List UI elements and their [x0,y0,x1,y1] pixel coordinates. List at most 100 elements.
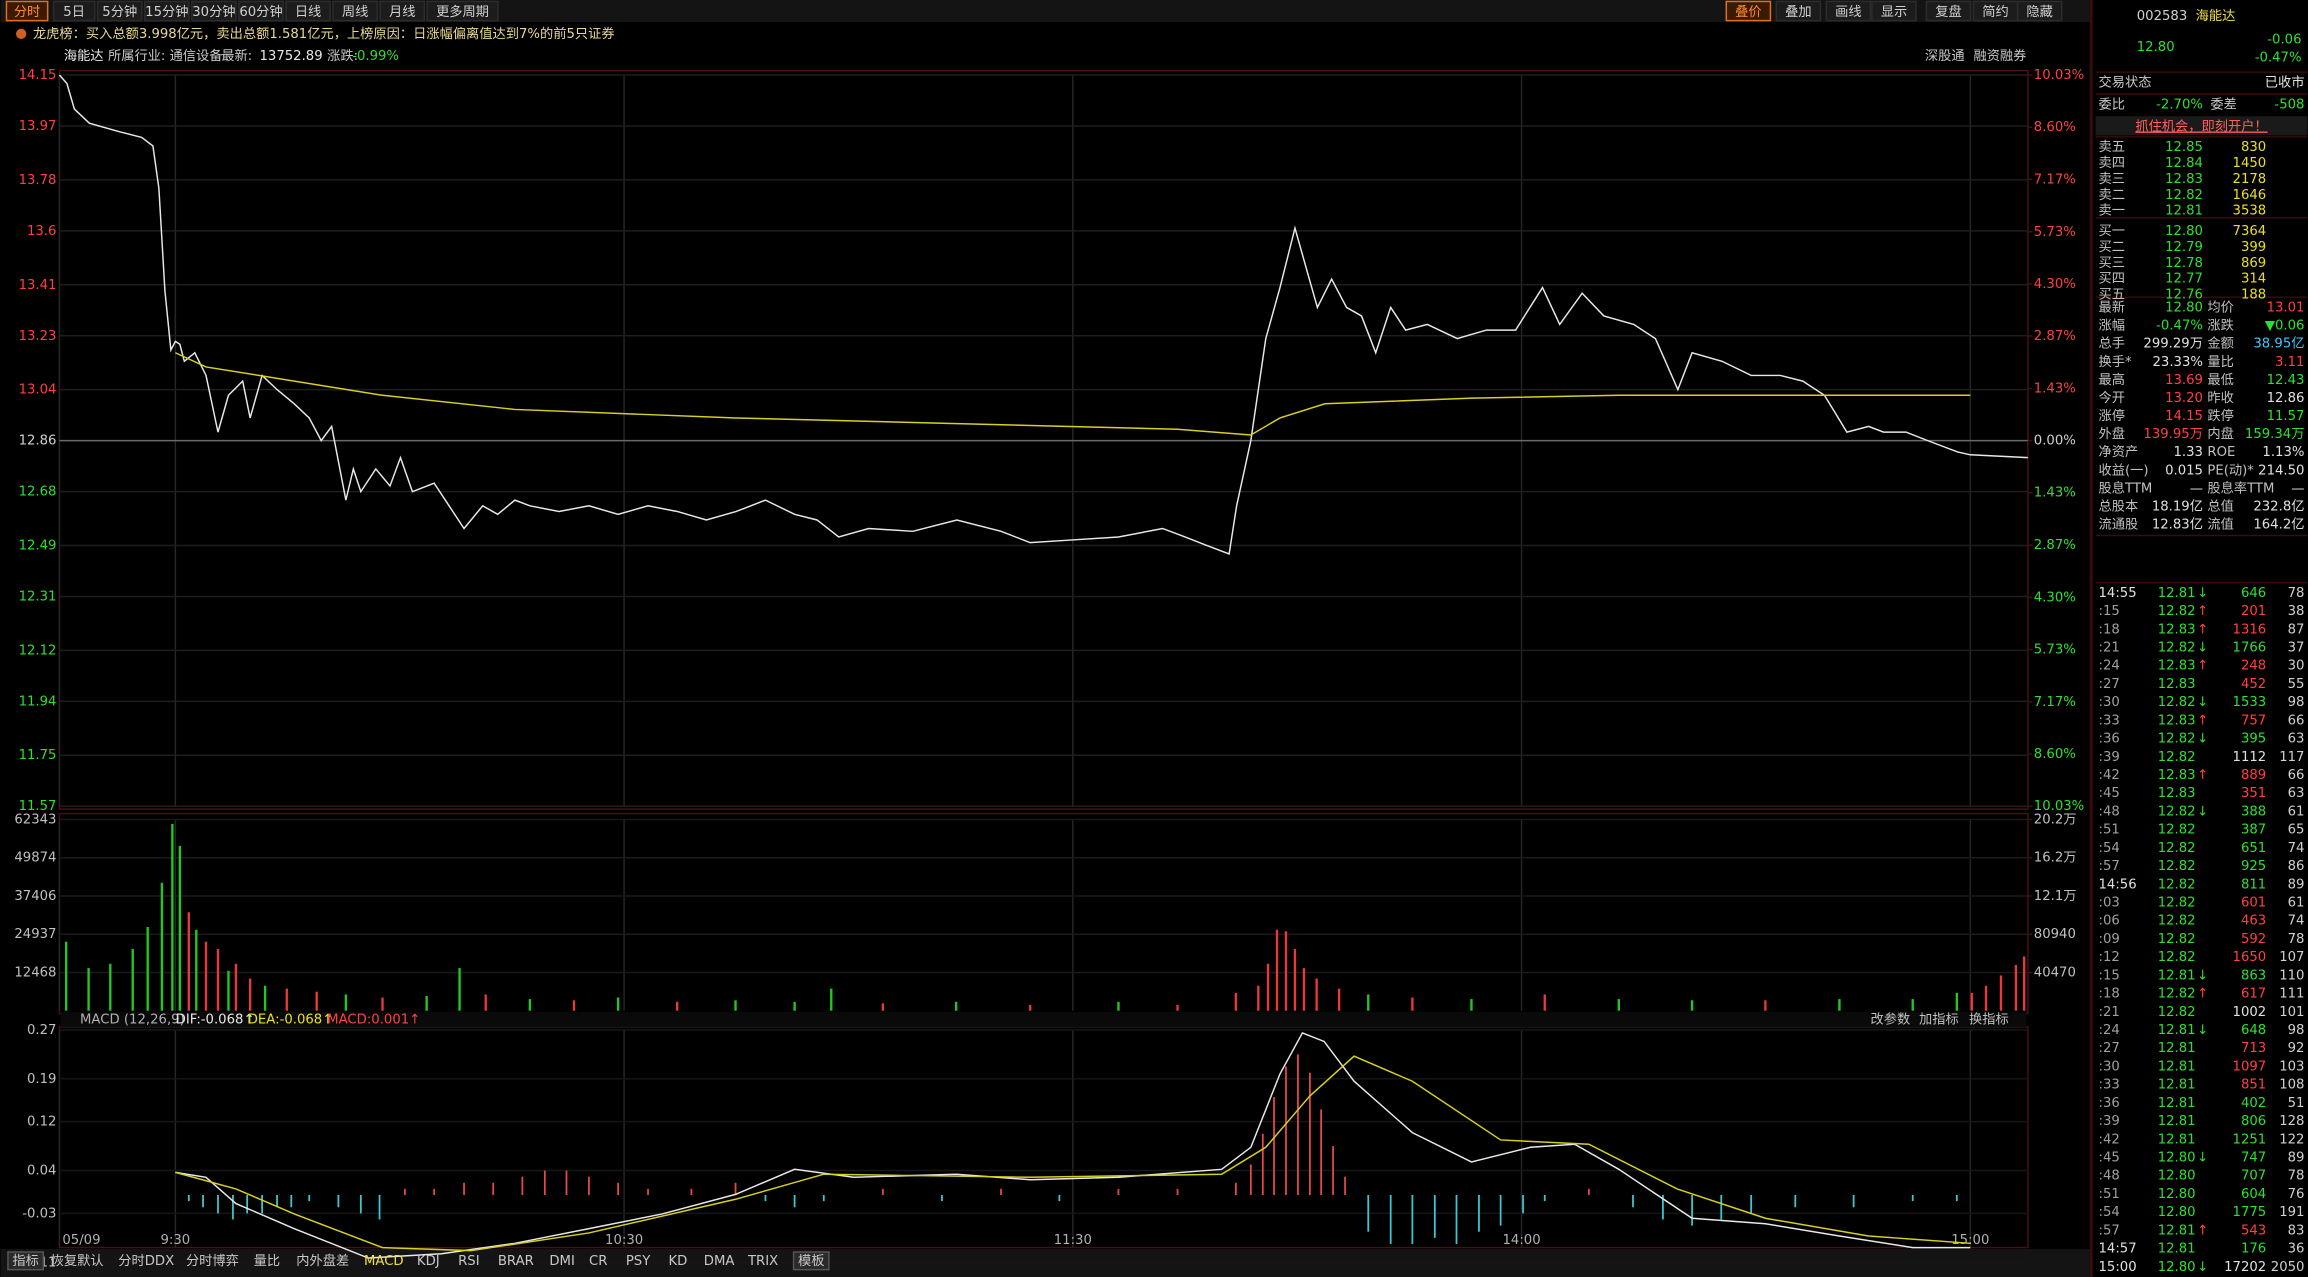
book-level: 卖二 [2099,187,2125,203]
tab[interactable] [379,0,426,22]
indicator-tab[interactable]: 恢复默认 [51,1253,104,1269]
tab[interactable] [191,0,237,22]
tool-button[interactable] [1825,0,1872,22]
tab[interactable] [332,0,378,22]
book-volume: 7364 [2233,224,2267,239]
tick-count: 78 [2288,586,2305,601]
macd-bar [1285,1066,1287,1196]
indicator-tab[interactable]: 内外盘差 [296,1252,349,1269]
macd-bar [1249,1164,1252,1196]
tool-button[interactable] [2016,0,2063,22]
volume-bar [1911,999,1914,1011]
stat-label: 最新 [2099,299,2125,315]
price-change-pct: -0.47% [2255,50,2302,65]
tick-price: 12.83 [2158,786,2196,801]
tick-volume: 806 [2241,1114,2266,1129]
indicator-tab[interactable]: RSI [458,1254,480,1269]
tick-price: 12.82 [2158,859,2196,874]
tool-button[interactable] [1775,0,1822,22]
book-price: 12.79 [2165,240,2203,255]
promo[interactable]: 抓住机会，即刻开户！ [2135,118,2267,135]
y-tick-label: 11.57 [19,799,57,814]
tab[interactable] [426,0,499,22]
macd-bar [492,1182,495,1196]
stat-label: 金额 [2207,336,2233,352]
macd-bar [404,1188,406,1196]
tab[interactable] [96,0,143,22]
tick-time: :57 [2099,1223,2120,1238]
y-tick-label: 0.27 [27,1023,56,1038]
indicator-tab[interactable]: 分时DDX [118,1253,174,1269]
tab[interactable] [52,0,96,22]
volume-bar [484,994,487,1011]
stat-label: 总股本 [2099,499,2139,515]
tick-direction: ↑ [2197,987,2208,1002]
tool-button[interactable] [1871,0,1917,22]
tool-button[interactable] [1925,0,1972,22]
indicator-tab[interactable]: 指标 [12,1253,38,1269]
indicator-tab[interactable]: CR [589,1254,607,1269]
tab[interactable] [5,0,49,22]
indicator-tab[interactable]: TRIX [747,1254,778,1269]
indicator-tab[interactable]: 量比 [254,1253,280,1269]
volume-bar [1999,975,2003,1011]
y-tick-label: 12468 [14,965,56,980]
tab-label: 分时 [14,4,40,20]
indicator-tab[interactable]: 分时博弈 [186,1253,239,1269]
tab[interactable] [285,0,331,22]
indicator-box[interactable] [7,1251,44,1271]
indicator-box[interactable] [792,1251,830,1271]
indicator-tab[interactable]: BRAR [498,1254,534,1269]
tick-time: :12 [2099,950,2120,965]
indicator-tab[interactable]: PSY [626,1254,651,1269]
tab[interactable] [144,0,190,22]
stat-value: 232.8亿 [2253,499,2304,515]
book-volume: 869 [2241,256,2266,271]
panel-divider [2089,0,2093,1277]
tick-count: 111 [2279,987,2304,1002]
macd-bar [1587,1188,1590,1196]
tab-label: 60分钟 [239,3,282,20]
tick-volume: 248 [2241,659,2266,674]
tick-price: 12.80 [2158,1187,2196,1202]
tick-count: 191 [2279,1205,2304,1220]
macd-bar [521,1176,524,1196]
tick-volume: 651 [2241,841,2266,856]
volume-bar [1029,1004,1032,1011]
volume-bar [1176,1004,1179,1011]
tick-direction: ↓ [2197,1260,2208,1275]
tick-direction: ↓ [2197,732,2208,747]
promo-bg[interactable] [2095,116,2308,136]
macd-bar [1367,1195,1370,1232]
stat-value: — [2190,481,2203,496]
latest-label: 最新: [221,48,252,64]
indicator-tab[interactable]: KDJ [417,1254,440,1269]
line [175,352,1971,436]
y-tick-label: 11.94 [19,694,57,709]
y2-tick-label: 2.87% [2034,329,2076,344]
y-tick-label: 0.12 [27,1115,56,1130]
tool-button[interactable] [1725,0,1772,22]
stat-label: 股息率TTM [2207,479,2274,496]
x-tick-label: 9:30 [160,1233,190,1248]
macd-bar [1320,1109,1323,1195]
tick-count: 78 [2288,932,2305,947]
indicator-tab[interactable]: KD [669,1254,688,1269]
tick-count: 66 [2288,713,2305,728]
volume-bar [1367,994,1370,1011]
tick-time: 14:55 [2099,586,2137,601]
change-label: 涨跌: [327,48,358,64]
stat-value: 214.50 [2258,463,2304,478]
indicator-tab[interactable]: 模板 [798,1253,824,1269]
status-label: 交易状态 [2099,73,2152,90]
tick-time: :51 [2099,823,2120,838]
tick-time: :54 [2099,1205,2120,1220]
book-level: 买三 [2099,255,2125,271]
indicator-tab[interactable]: DMI [549,1254,575,1269]
indicator-tab[interactable]: DMA [704,1254,735,1269]
volume-bar [1302,968,1306,1011]
indicator-tab[interactable]: MACD [364,1254,404,1269]
stat-value: 14.15 [2165,409,2203,424]
tick-count: 87 [2288,622,2305,637]
tab[interactable] [238,0,284,22]
